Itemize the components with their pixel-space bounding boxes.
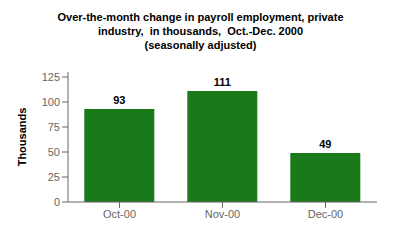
svg-text:125: 125 (42, 71, 60, 83)
svg-text:Dec-00: Dec-00 (308, 208, 343, 220)
html-text:Over-the-month change in payro: Over-the-month change in payroll employm… (57, 11, 344, 23)
svg-text:49: 49 (319, 138, 331, 150)
svg-text:100: 100 (42, 96, 60, 108)
html-text:industry, in thousands, Oct.-D: industry, in thousands, Oct.-Dec. 2000 (97, 25, 304, 37)
svg-text:Nov-00: Nov-00 (205, 208, 240, 220)
svg-text:25: 25 (48, 171, 60, 183)
svg-text:Oct-00: Oct-00 (103, 208, 136, 220)
svg-text:111: 111 (214, 76, 231, 88)
svg-text:75: 75 (48, 121, 60, 133)
svg-text:93: 93 (113, 94, 125, 106)
svg-text:50: 50 (48, 146, 60, 158)
svg-text:0: 0 (54, 196, 60, 208)
svg-text:Thousands: Thousands (16, 108, 28, 167)
html-text:(seasonally adjusted): (seasonally adjusted) (144, 39, 257, 51)
